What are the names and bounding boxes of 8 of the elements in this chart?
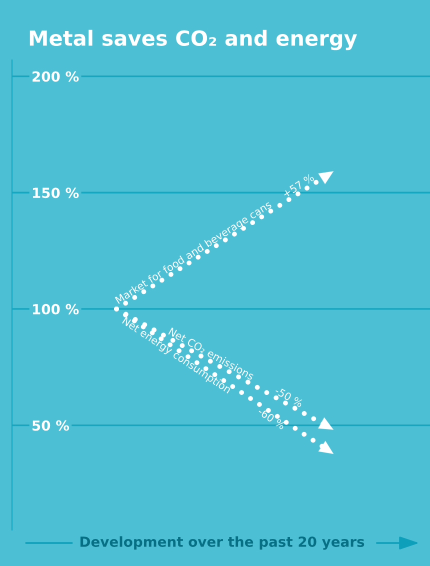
y-tick-label: 50 % xyxy=(32,420,70,431)
y-tick-label: 100 % xyxy=(33,304,79,314)
annotation: -50 % xyxy=(274,386,304,408)
x-axis-title: Development over the past 20 years xyxy=(80,536,364,550)
annotation: +57 % xyxy=(282,173,315,198)
y-tick-label: 150 % xyxy=(33,188,79,198)
y-tick-label: 200 % xyxy=(32,71,79,82)
chart-title: Metal saves CO₂ and energy xyxy=(30,30,358,50)
